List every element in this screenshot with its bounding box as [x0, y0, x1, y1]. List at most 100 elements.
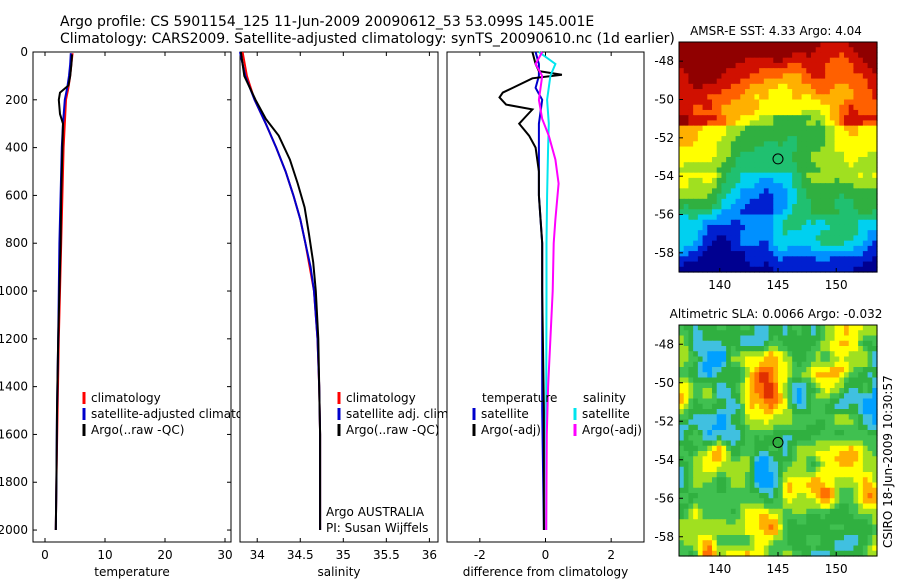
- heatmap-cell: [721, 535, 727, 541]
- heatmap-cell: [697, 393, 704, 400]
- heatmap-cell: [759, 193, 765, 200]
- heatmap-cell: [872, 204, 878, 210]
- heatmap-cell: [693, 325, 699, 331]
- heatmap-cell: [697, 115, 704, 122]
- heatmap-cell: [853, 540, 859, 547]
- heatmap-cell: [801, 219, 807, 226]
- heatmap-cell: [730, 451, 737, 457]
- heatmap-cell: [811, 261, 817, 268]
- heatmap-cell: [834, 340, 840, 347]
- heatmap-cell: [782, 151, 789, 158]
- heatmap-cell: [768, 514, 774, 520]
- heatmap-cell: [844, 503, 850, 510]
- heatmap-cell: [768, 351, 774, 358]
- heatmap-cell: [778, 198, 784, 205]
- heatmap-cell: [853, 89, 859, 95]
- heatmap-cell: [848, 62, 855, 69]
- heatmap-cell: [872, 330, 878, 337]
- heatmap-cell: [726, 535, 732, 541]
- heatmap-cell: [754, 219, 760, 226]
- heatmap-cell: [796, 388, 803, 394]
- heatmap-cell: [702, 398, 708, 405]
- heatmap-cell: [801, 68, 807, 74]
- heatmap-cell: [716, 487, 723, 494]
- heatmap-cell: [763, 125, 770, 132]
- heatmap-cell: [792, 193, 798, 200]
- heatmap-cell: [726, 172, 732, 179]
- heatmap-cell: [726, 524, 732, 531]
- heatmap-cell: [858, 99, 864, 106]
- heatmap-cell: [825, 219, 831, 226]
- heatmap-cell: [697, 130, 704, 137]
- heatmap-cell: [707, 482, 713, 489]
- heatmap-cell: [782, 115, 789, 122]
- heatmap-cell: [679, 414, 685, 421]
- heatmap-cell: [867, 47, 873, 54]
- heatmap-cell: [754, 445, 760, 452]
- heatmap-cell: [749, 440, 756, 447]
- heatmap-cell: [778, 430, 784, 436]
- heatmap-cell: [778, 524, 784, 531]
- heatmap-cell: [712, 414, 718, 421]
- heatmap-cell: [754, 377, 760, 384]
- heatmap-cell: [749, 177, 756, 184]
- heatmap-cell: [749, 256, 756, 263]
- heatmap-cell: [829, 172, 836, 179]
- heatmap-cell: [867, 130, 873, 137]
- heatmap-cell: [693, 245, 699, 252]
- heatmap-cell: [867, 78, 873, 85]
- heatmap-cell: [839, 214, 845, 221]
- heatmap-cell: [745, 514, 751, 520]
- heatmap-cell: [759, 356, 765, 363]
- heatmap-cell: [721, 456, 727, 463]
- heatmap-cell: [834, 493, 840, 499]
- heatmap-cell: [872, 340, 878, 347]
- x-axis-label: temperature: [94, 565, 169, 579]
- heatmap-cell: [820, 430, 826, 436]
- heatmap-cell: [867, 529, 873, 536]
- heatmap-cell: [834, 130, 840, 137]
- heatmap-cell: [801, 361, 807, 368]
- heatmap-cell: [848, 125, 855, 132]
- heatmap-cell: [726, 62, 732, 69]
- heatmap-cell: [792, 409, 798, 415]
- heatmap-cell: [825, 47, 831, 54]
- heatmap-cell: [815, 456, 822, 463]
- heatmap-cell: [862, 398, 869, 405]
- heatmap-cell: [848, 508, 855, 515]
- heatmap-cell: [702, 367, 708, 373]
- heatmap-cell: [829, 545, 836, 552]
- heatmap-cell: [745, 109, 751, 116]
- heatmap-cell: [825, 451, 831, 457]
- heatmap-cell: [773, 219, 779, 226]
- heatmap-cell: [782, 224, 789, 231]
- heatmap-cell: [693, 89, 699, 95]
- heatmap-cell: [806, 388, 812, 394]
- heatmap-cell: [872, 47, 878, 54]
- heatmap-cell: [759, 219, 765, 226]
- heatmap-cell: [787, 47, 793, 54]
- heatmap-cell: [778, 188, 784, 195]
- heatmap-cell: [759, 461, 765, 468]
- heatmap-cell: [697, 177, 704, 184]
- heatmap-cell: [759, 125, 765, 132]
- heatmap-cell: [825, 461, 831, 468]
- heatmap-cell: [697, 377, 704, 384]
- heatmap-cell: [778, 204, 784, 210]
- heatmap-cell: [697, 535, 704, 541]
- heatmap-cell: [829, 388, 836, 394]
- heatmap-cell: [815, 493, 822, 499]
- heatmap-cell: [796, 89, 803, 95]
- heatmap-cell: [820, 529, 826, 536]
- heatmap-cell: [702, 167, 708, 174]
- heatmap-cell: [730, 266, 737, 273]
- heatmap-cell: [745, 183, 751, 189]
- heatmap-cell: [721, 377, 727, 384]
- heatmap-cell: [782, 136, 789, 142]
- heatmap-cell: [858, 177, 864, 184]
- heatmap-cell: [811, 57, 817, 64]
- heatmap-cell: [872, 68, 878, 74]
- heatmap-cell: [834, 109, 840, 116]
- heatmap-cell: [693, 183, 699, 189]
- heatmap-cell: [726, 409, 732, 415]
